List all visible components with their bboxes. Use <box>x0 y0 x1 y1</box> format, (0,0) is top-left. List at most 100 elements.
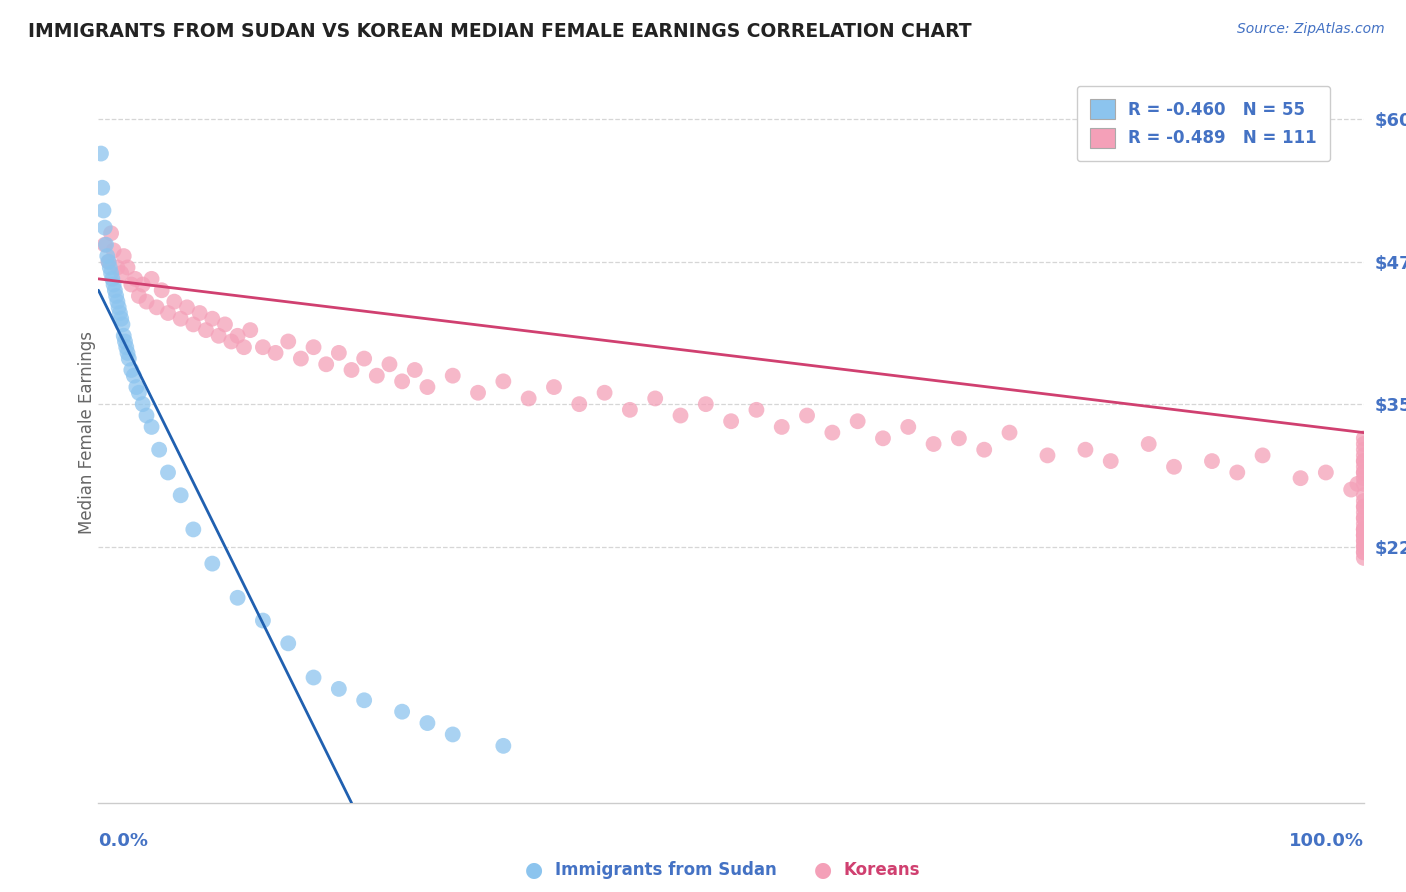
Point <box>353 693 375 707</box>
Point <box>233 340 256 354</box>
Point <box>1353 523 1375 537</box>
Point <box>111 318 134 332</box>
Point <box>897 420 920 434</box>
Point <box>872 431 894 445</box>
Point <box>302 671 325 685</box>
Point <box>821 425 844 440</box>
Point <box>132 277 155 292</box>
Point <box>1163 459 1185 474</box>
Point <box>1353 523 1375 537</box>
Point <box>219 334 243 349</box>
Point <box>467 385 489 400</box>
Text: ●: ● <box>526 860 543 880</box>
Point <box>115 340 138 354</box>
Point <box>120 277 142 292</box>
Point <box>404 363 426 377</box>
Point <box>378 357 401 371</box>
Point <box>98 260 121 275</box>
Point <box>128 289 150 303</box>
Point <box>1353 545 1375 559</box>
Point <box>150 283 173 297</box>
Point <box>110 266 132 280</box>
Point <box>97 254 120 268</box>
Point <box>1353 466 1375 480</box>
Point <box>1289 471 1312 485</box>
Point <box>695 397 717 411</box>
Point <box>112 249 135 263</box>
Point <box>1353 476 1375 491</box>
Point <box>169 311 191 326</box>
Point <box>188 306 211 320</box>
Point <box>492 739 515 753</box>
Point <box>1347 476 1369 491</box>
Point <box>107 294 129 309</box>
Point <box>104 283 127 297</box>
Text: Immigrants from Sudan: Immigrants from Sudan <box>555 861 778 879</box>
Point <box>619 402 641 417</box>
Point <box>183 318 205 332</box>
Point <box>1353 494 1375 508</box>
Point <box>124 272 146 286</box>
Point <box>1353 442 1375 457</box>
Point <box>1353 454 1375 468</box>
Point <box>1353 511 1375 525</box>
Point <box>141 272 163 286</box>
Point <box>416 380 439 394</box>
Point <box>366 368 388 383</box>
Point <box>120 363 142 377</box>
Point <box>110 311 132 326</box>
Point <box>669 409 692 423</box>
Point <box>1353 488 1375 502</box>
Point <box>1201 454 1223 468</box>
Point <box>105 289 128 303</box>
Point <box>277 334 299 349</box>
Point <box>328 681 350 696</box>
Point <box>441 727 464 741</box>
Point <box>112 328 135 343</box>
Point <box>543 380 565 394</box>
Point <box>770 420 793 434</box>
Point <box>1036 449 1059 463</box>
Point <box>252 614 274 628</box>
Point <box>922 437 945 451</box>
Point <box>1353 466 1375 480</box>
Point <box>91 180 114 194</box>
Point <box>128 385 150 400</box>
Point <box>118 351 141 366</box>
Point <box>157 306 180 320</box>
Point <box>103 244 125 258</box>
Point <box>1353 528 1375 542</box>
Point <box>353 351 375 366</box>
Point <box>1074 442 1097 457</box>
Point <box>208 328 231 343</box>
Point <box>1353 523 1375 537</box>
Point <box>176 301 198 315</box>
Text: IMMIGRANTS FROM SUDAN VS KOREAN MEDIAN FEMALE EARNINGS CORRELATION CHART: IMMIGRANTS FROM SUDAN VS KOREAN MEDIAN F… <box>28 22 972 41</box>
Point <box>1353 471 1375 485</box>
Point <box>1353 528 1375 542</box>
Point <box>201 311 224 326</box>
Point <box>948 431 970 445</box>
Point <box>145 301 167 315</box>
Point <box>194 323 217 337</box>
Legend: R = -0.460   N = 55, R = -0.489   N = 111: R = -0.460 N = 55, R = -0.489 N = 111 <box>1077 86 1330 161</box>
Point <box>1353 516 1375 531</box>
Point <box>796 409 818 423</box>
Point <box>101 272 124 286</box>
Text: 0.0%: 0.0% <box>98 832 149 850</box>
Point <box>1353 545 1375 559</box>
Point <box>1353 500 1375 514</box>
Point <box>103 277 125 292</box>
Point <box>302 340 325 354</box>
Point <box>1251 449 1274 463</box>
Point <box>1353 540 1375 554</box>
Point <box>135 409 157 423</box>
Point <box>1137 437 1160 451</box>
Point <box>100 266 122 280</box>
Point <box>100 227 122 241</box>
Point <box>107 301 129 315</box>
Point <box>93 237 117 252</box>
Point <box>114 334 136 349</box>
Point <box>1353 449 1375 463</box>
Point <box>201 557 224 571</box>
